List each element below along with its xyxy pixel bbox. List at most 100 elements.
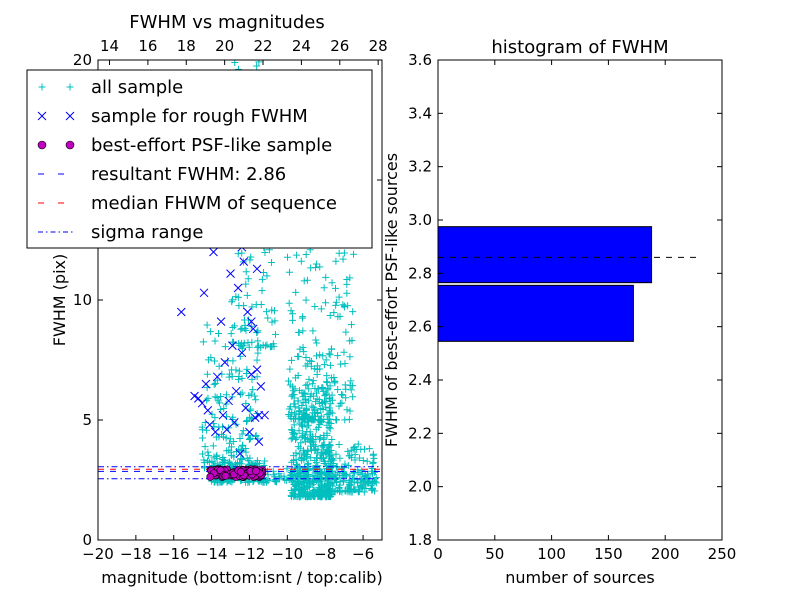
all-sample-point (332, 298, 340, 306)
top-x-tick-label: 14 (100, 37, 119, 55)
all-sample-point (227, 451, 235, 459)
all-sample-point (198, 434, 206, 442)
all-sample-point (313, 339, 321, 347)
y-tick-label: 2.4 (408, 371, 432, 389)
rough-sample-point (176, 307, 186, 317)
x-tick-label: −12 (234, 545, 266, 563)
all-sample-point (332, 257, 340, 265)
histogram-bar (437, 284, 634, 342)
all-sample-point (322, 450, 330, 458)
rough-sample-point (224, 396, 233, 406)
all-sample-point (228, 298, 236, 306)
all-sample-point (320, 415, 328, 423)
left-title: FWHM vs magnitudes (129, 12, 324, 33)
all-sample-point (322, 378, 330, 386)
all-sample-point (294, 397, 302, 405)
all-sample-point (307, 264, 315, 272)
all-sample-point (242, 268, 250, 276)
all-sample-point (245, 478, 253, 486)
all-sample-point (356, 483, 364, 491)
top-x-tick-label: 22 (253, 37, 272, 55)
all-sample-point (299, 343, 307, 351)
legend-marker (37, 111, 47, 121)
rough-sample-point (239, 257, 249, 266)
all-sample-point (351, 451, 359, 459)
all-sample-point (350, 250, 358, 258)
top-x-tick-label: 18 (177, 37, 196, 55)
all-sample-point (237, 325, 245, 333)
all-sample-point (302, 381, 310, 389)
all-sample-point (325, 350, 333, 358)
all-sample-point (246, 256, 254, 264)
all-sample-point (289, 490, 297, 498)
all-sample-point (322, 487, 330, 495)
all-sample-point (248, 303, 256, 311)
right-plot-frame (437, 59, 723, 541)
all-sample-point (223, 447, 231, 455)
rough-sample-point (256, 382, 266, 391)
all-sample-point (307, 362, 315, 370)
all-sample-point (319, 486, 327, 494)
legend-marker (37, 140, 47, 150)
all-sample-point (253, 62, 261, 70)
all-sample-point (220, 405, 228, 413)
all-sample-point (292, 435, 300, 443)
all-sample-point (268, 259, 276, 267)
right-y-axis-label: FWHM of best-effort PSF-like sources (382, 153, 401, 447)
all-sample-point (340, 249, 348, 257)
all-sample-point (355, 488, 363, 496)
all-sample-point (201, 443, 209, 451)
all-sample-point (291, 485, 299, 493)
all-sample-point (303, 276, 311, 284)
all-sample-point (332, 450, 340, 458)
all-sample-point (295, 404, 303, 412)
all-sample-point (242, 280, 250, 288)
all-sample-point (262, 342, 270, 350)
legend-label: median FHWM of sequence (91, 193, 337, 214)
all-sample-point (312, 445, 320, 453)
all-sample-point (341, 416, 349, 424)
all-sample-point (327, 345, 335, 353)
all-sample-point (341, 487, 349, 495)
all-sample-point (203, 396, 211, 404)
x-tick-label: 50 (485, 545, 504, 563)
all-sample-point (334, 468, 342, 476)
all-sample-point (286, 403, 294, 411)
rough-sample-point (237, 348, 247, 358)
left-y-axis-label: FWHM (pix) (50, 254, 69, 347)
rough-sample-point (241, 403, 251, 413)
all-sample-point (332, 463, 340, 471)
all-sample-point (218, 423, 226, 431)
all-sample-point (330, 309, 338, 317)
all-sample-point (215, 399, 223, 407)
all-sample-point (338, 464, 346, 472)
all-sample-point (325, 419, 333, 427)
all-sample-point (370, 468, 378, 476)
x-tick-label: −18 (120, 545, 152, 563)
all-sample-point (285, 268, 293, 276)
all-sample-point (288, 458, 296, 466)
all-sample-point (327, 374, 335, 382)
x-tick-label: 250 (708, 545, 737, 563)
all-sample-point (238, 389, 246, 397)
all-sample-point (351, 468, 359, 476)
all-sample-point (252, 301, 260, 309)
all-sample-point (301, 390, 309, 398)
all-sample-point (320, 361, 328, 369)
all-sample-point (292, 449, 300, 457)
all-sample-point (232, 447, 240, 455)
all-sample-point (255, 60, 263, 66)
all-sample-point (298, 456, 306, 464)
y-tick-label: 2.2 (408, 424, 432, 442)
all-sample-point (354, 440, 362, 448)
all-sample-point (312, 433, 320, 441)
all-sample-point (334, 352, 342, 360)
all-sample-point (286, 412, 294, 420)
rough-sample-point (247, 370, 256, 379)
all-sample-point (317, 405, 325, 413)
rough-sample-point (220, 358, 230, 367)
all-sample-point (322, 397, 330, 405)
all-sample-point (236, 390, 244, 398)
x-tick-label: −14 (196, 545, 228, 563)
all-sample-point (203, 370, 211, 378)
